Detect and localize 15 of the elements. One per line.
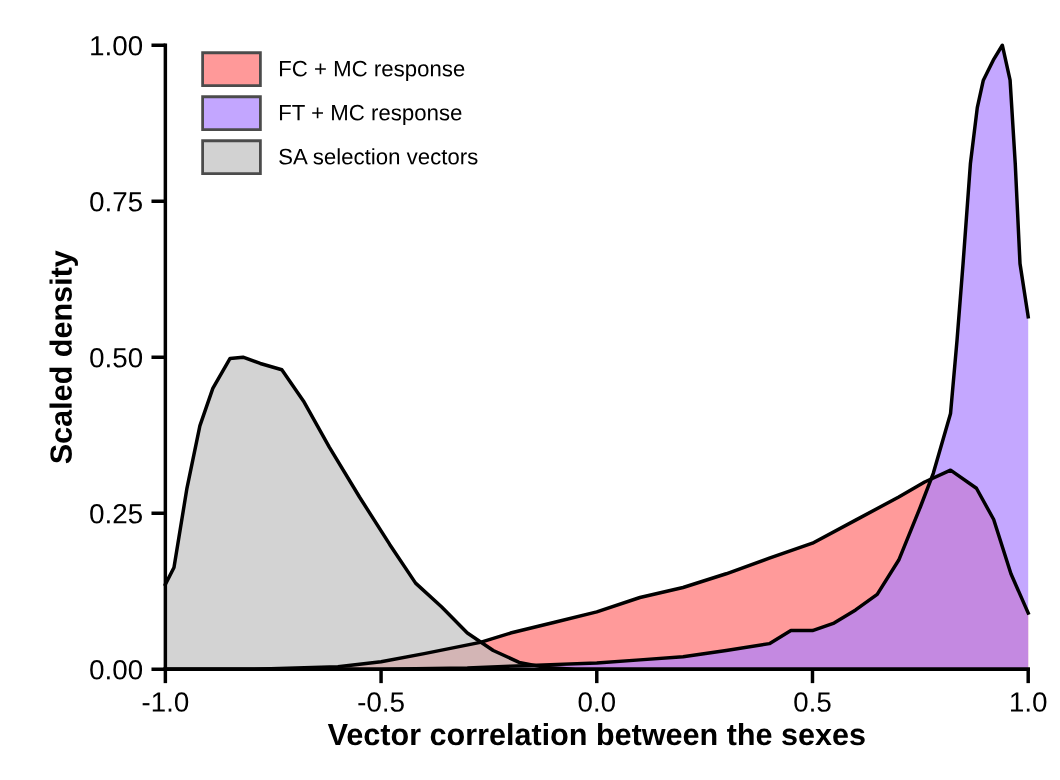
legend-label: FC + MC response bbox=[280, 60, 465, 81]
y-tick-label: 1.00 bbox=[91, 35, 143, 56]
x-tick-label: 1.0 bbox=[1011, 692, 1047, 712]
legend-label: FT + MC response bbox=[280, 104, 462, 125]
x-tick-label: 0.5 bbox=[794, 692, 831, 712]
x-tick-label: -0.5 bbox=[358, 692, 404, 712]
y-tick-label: 0.00 bbox=[90, 659, 143, 680]
x-tick-label: 0.0 bbox=[578, 692, 615, 712]
y-tick-label: 0.50 bbox=[90, 347, 143, 368]
legend-label: SA selection vectors bbox=[279, 148, 478, 165]
y-tick-label: 0.25 bbox=[90, 503, 142, 524]
x-tick-label: -1.0 bbox=[142, 692, 189, 712]
y-tick-label: 0.75 bbox=[90, 191, 142, 212]
x-axis-title: Vector correlation between the sexes bbox=[327, 722, 865, 746]
y-axis-title: Scaled density bbox=[49, 250, 78, 464]
